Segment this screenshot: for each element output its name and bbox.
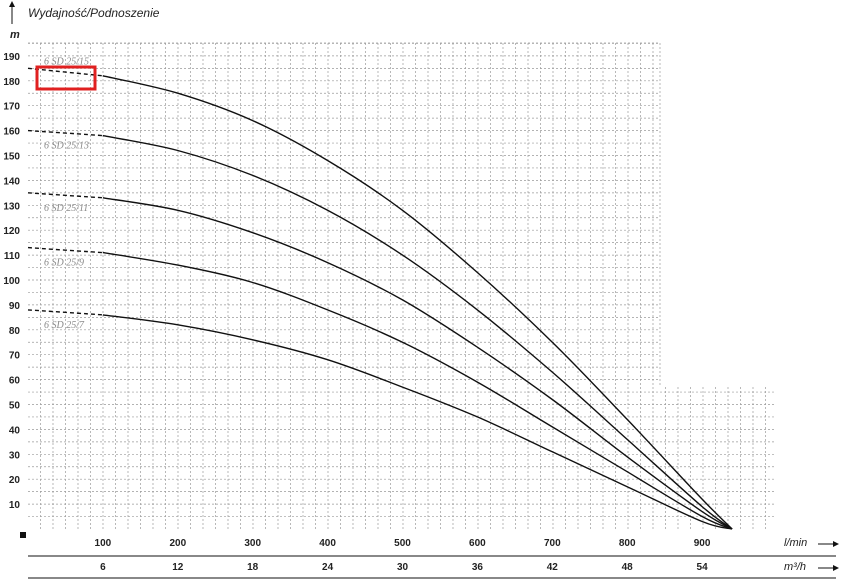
series-label: 6 SD 25/13	[44, 141, 89, 152]
x-tick-label: 600	[469, 538, 486, 549]
series-curve-dashed	[27, 246, 103, 254]
series-curve	[102, 75, 733, 530]
chart-title: Wydajność/Podnoszenie	[28, 6, 160, 20]
series-label: 6 SD 25/7	[44, 320, 85, 331]
series-curve	[102, 251, 733, 530]
y-tick-label: 10	[9, 500, 21, 511]
y-tick-label: 70	[9, 351, 21, 362]
series-curve	[102, 314, 733, 530]
x-axis-unit-secondary: m³/h	[784, 561, 806, 573]
y-tick-label: 90	[9, 301, 21, 312]
y-tick-label: 80	[9, 326, 21, 337]
highlight-box	[35, 65, 97, 91]
y-tick-label: 60	[9, 376, 21, 387]
y-tick-label: 50	[9, 401, 21, 412]
x-secondary-tick-label: 54	[697, 562, 709, 573]
series-curve-dashed	[27, 192, 103, 199]
y-tick-label: 190	[3, 52, 20, 63]
x-tick-label: 900	[694, 538, 711, 549]
x-axis-unit: l/min	[784, 537, 807, 549]
y-tick-label: 30	[9, 450, 21, 461]
x-secondary-tick-labels: 6 12 18 24 30 36 42 48 54	[100, 562, 708, 573]
series-label: 6 SD 25/9	[44, 258, 84, 269]
series-curve-dashed	[27, 309, 103, 316]
y-tick-label: 160	[3, 127, 20, 138]
y-tick-label: 130	[3, 201, 20, 212]
series-curve-dashed	[27, 67, 103, 77]
x-secondary-tick-label: 18	[247, 562, 259, 573]
y-tick-label: 150	[3, 152, 20, 163]
x-secondary-tick-label: 12	[172, 562, 184, 573]
x-tick-labels: 100 200 300 400 500 600 700 800 900	[95, 538, 711, 549]
y-axis-unit: m	[10, 29, 20, 41]
y-tick-label: 20	[9, 475, 21, 486]
grid	[28, 42, 775, 529]
y-tick-labels: 10 20 30 40 50 60 70 80 90 100 110 120 130 140 150 160 1…	[3, 52, 20, 511]
x-secondary-tick-label: 30	[397, 562, 409, 573]
x-secondary-tick-label: 48	[622, 562, 634, 573]
x-tick-label: 100	[95, 538, 112, 549]
origin-marker	[20, 532, 26, 538]
y-tick-label: 180	[3, 77, 20, 88]
x-secondary-tick-label: 36	[472, 562, 484, 573]
series-curves	[27, 67, 733, 530]
series-label: 6 SD 25/15	[44, 56, 89, 67]
x-tick-label: 300	[244, 538, 261, 549]
x-secondary-tick-label: 6	[100, 562, 106, 573]
x-tick-label: 200	[169, 538, 186, 549]
y-tick-label: 110	[4, 251, 21, 262]
y-tick-label: 100	[3, 276, 20, 287]
x-secondary-tick-label: 42	[547, 562, 559, 573]
y-tick-label: 140	[3, 176, 20, 187]
y-tick-label: 120	[3, 226, 20, 237]
x-tick-label: 700	[544, 538, 561, 549]
series-curve	[102, 134, 733, 530]
series-labels: 6 SD 25/15 6 SD 25/13 6 SD 25/11 6 SD 25/9 6…	[44, 56, 89, 331]
series-curve	[102, 197, 733, 530]
x-secondary-tick-label: 24	[322, 562, 334, 573]
y-tick-label: 170	[3, 102, 20, 113]
axes	[9, 1, 839, 579]
x-tick-label: 800	[619, 538, 636, 549]
x-tick-label: 400	[319, 538, 336, 549]
y-tick-label: 40	[9, 425, 21, 436]
x-tick-label: 500	[394, 538, 411, 549]
series-label: 6 SD 25/11	[44, 203, 88, 214]
series-curve-dashed	[27, 129, 103, 137]
